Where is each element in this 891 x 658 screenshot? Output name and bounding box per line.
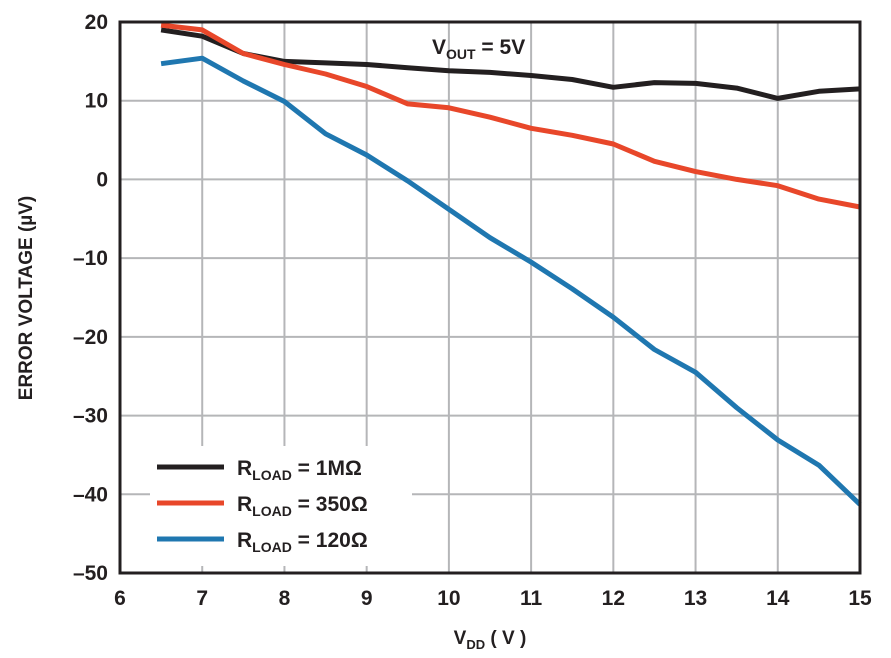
- x-tick-label: 6: [114, 587, 126, 610]
- legend-label-1m: RLOAD = 1MΩ: [237, 457, 362, 483]
- y-axis-title: ERROR VOLTAGE (µV): [16, 196, 37, 400]
- x-tick-label: 8: [279, 587, 291, 610]
- chart-annotation: VOUT = 5V: [432, 36, 525, 62]
- plot-frame: [118, 20, 862, 575]
- y-tick-label: 0: [96, 168, 108, 191]
- legend: RLOAD = 1MΩ RLOAD = 350Ω RLOAD = 120Ω: [150, 446, 412, 566]
- x-tick-label: 10: [437, 587, 460, 610]
- y-tick-label: –10: [73, 247, 108, 270]
- x-tick-label: 11: [520, 587, 543, 610]
- y-tick-label: –20: [73, 326, 108, 349]
- y-tick-label: –40: [73, 483, 108, 506]
- x-tick-labels: 6 7 8 9 10 11 12 13 14 15: [114, 587, 872, 610]
- x-tick-label: 15: [848, 587, 872, 610]
- x-axis-title: VDD ( V ): [454, 628, 527, 652]
- y-tick-label: 10: [85, 90, 108, 113]
- legend-label-350: RLOAD = 350Ω: [237, 493, 368, 519]
- series-lines: [160, 22, 862, 507]
- x-tick-label: 14: [766, 587, 790, 610]
- y-tick-labels: 20 10 0 –10 –20 –30 –40 –50: [73, 11, 108, 585]
- legend-label-120: RLOAD = 120Ω: [237, 529, 368, 555]
- x-tick-label: 7: [196, 587, 208, 610]
- x-tick-label: 9: [361, 587, 373, 610]
- y-tick-label: –50: [73, 562, 108, 585]
- series-line-2: [160, 55, 862, 507]
- series-line-1: [160, 22, 861, 210]
- x-tick-label: 12: [602, 587, 625, 610]
- y-tick-label: –30: [73, 405, 108, 428]
- x-tick-label: 13: [684, 587, 707, 610]
- y-tick-label: 20: [85, 11, 108, 34]
